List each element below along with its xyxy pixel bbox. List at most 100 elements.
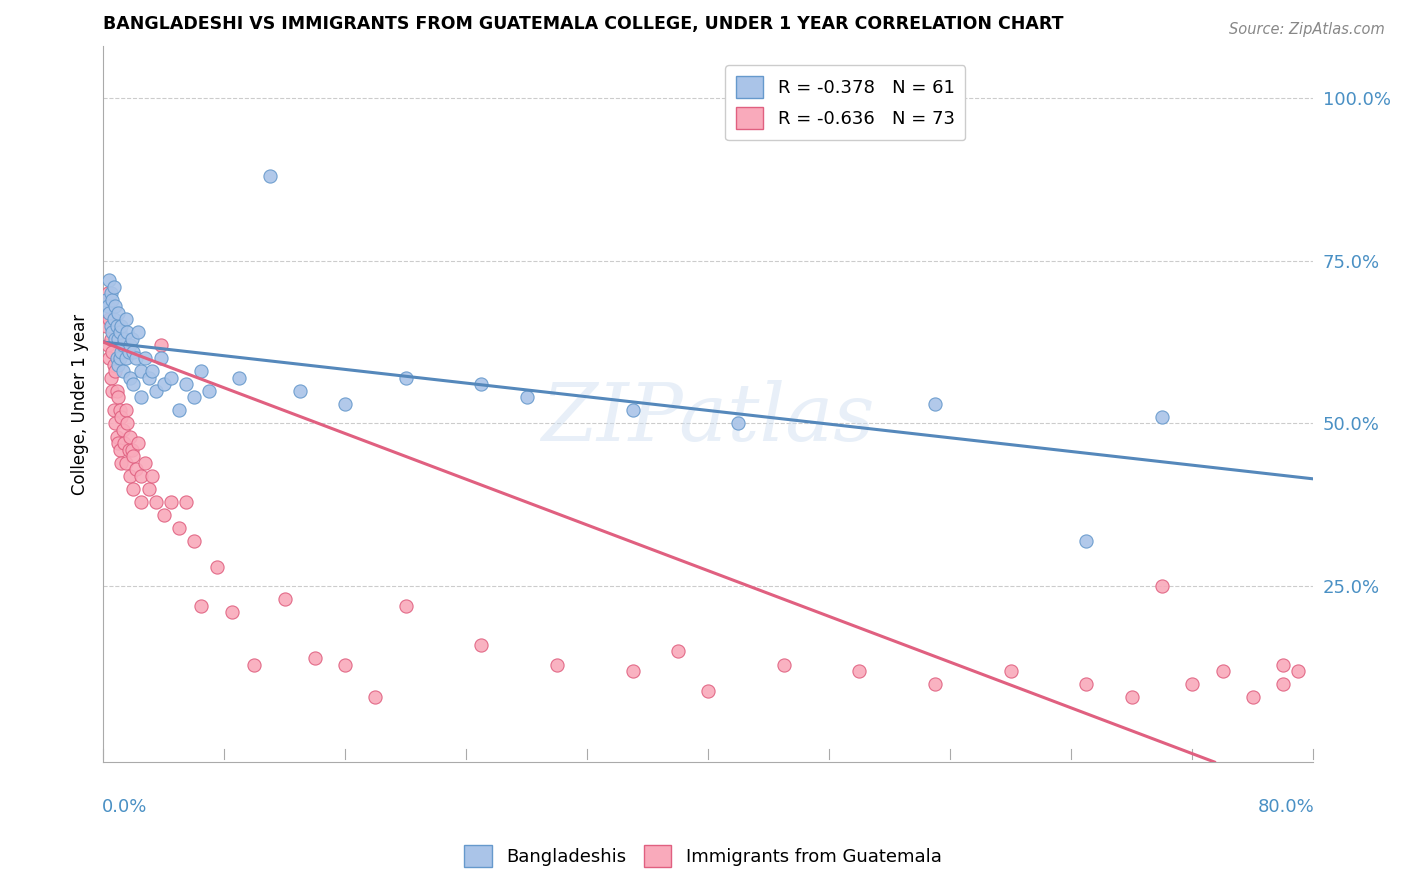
Point [138,371,160,385]
Point [104,299,127,313]
Point [333,397,356,411]
Point [97,299,120,313]
Point [190,599,212,613]
Point [183,391,205,405]
Point [105,318,128,333]
Point [120,429,142,443]
Legend: R = -0.378   N = 61, R = -0.636   N = 73: R = -0.378 N = 61, R = -0.636 N = 73 [725,65,966,140]
Point [470,377,492,392]
Point [103,312,125,326]
Point [101,384,124,398]
Point [621,403,644,417]
Point [288,384,311,398]
Text: 0.0%: 0.0% [101,798,148,816]
Point [1286,664,1309,678]
Point [125,351,148,366]
Point [152,377,174,392]
Text: 80.0%: 80.0% [1258,798,1315,816]
Point [141,468,163,483]
Point [110,318,132,333]
Point [243,657,266,672]
Point [924,677,946,691]
Point [176,377,198,392]
Point [114,312,136,326]
Point [1150,409,1173,424]
Point [516,391,538,405]
Point [122,449,145,463]
Point [125,462,148,476]
Point [111,423,134,437]
Point [129,494,152,508]
Point [333,657,356,672]
Point [127,436,149,450]
Point [120,338,142,352]
Point [108,403,131,417]
Point [110,409,132,424]
Point [108,442,131,457]
Point [198,384,221,398]
Point [112,332,135,346]
Point [112,436,135,450]
Point [167,521,190,535]
Point [259,169,281,183]
Point [121,442,143,457]
Point [122,377,145,392]
Point [145,384,167,398]
Text: Source: ZipAtlas.com: Source: ZipAtlas.com [1229,22,1385,37]
Point [697,683,720,698]
Point [118,442,141,457]
Point [228,371,250,385]
Point [160,371,183,385]
Point [97,286,120,301]
Point [1241,690,1264,704]
Point [111,338,134,352]
Point [1150,579,1173,593]
Point [103,279,125,293]
Point [1272,657,1295,672]
Point [167,403,190,417]
Point [101,326,124,340]
Point [107,332,129,346]
Point [101,293,124,307]
Point [1076,533,1098,548]
Point [122,344,145,359]
Point [1211,664,1233,678]
Point [122,482,145,496]
Point [97,338,120,352]
Point [96,293,118,307]
Y-axis label: College, Under 1 year: College, Under 1 year [72,313,89,494]
Point [117,326,139,340]
Point [120,468,142,483]
Point [727,417,749,431]
Point [120,371,142,385]
Point [114,456,136,470]
Point [138,482,160,496]
Point [176,494,198,508]
Point [134,351,156,366]
Point [104,417,127,431]
Point [145,494,167,508]
Point [134,456,156,470]
Text: ZIPatlas: ZIPatlas [541,379,875,457]
Point [470,638,492,652]
Point [924,397,946,411]
Point [1076,677,1098,691]
Point [118,344,141,359]
Point [105,429,128,443]
Point [107,306,129,320]
Point [364,690,387,704]
Point [304,651,326,665]
Point [98,312,121,326]
Point [1121,690,1143,704]
Point [149,351,172,366]
Point [103,403,125,417]
Point [100,286,122,301]
Point [111,364,134,378]
Point [621,664,644,678]
Point [117,417,139,431]
Point [1000,664,1022,678]
Point [1181,677,1204,691]
Point [104,364,127,378]
Point [395,371,418,385]
Point [129,364,152,378]
